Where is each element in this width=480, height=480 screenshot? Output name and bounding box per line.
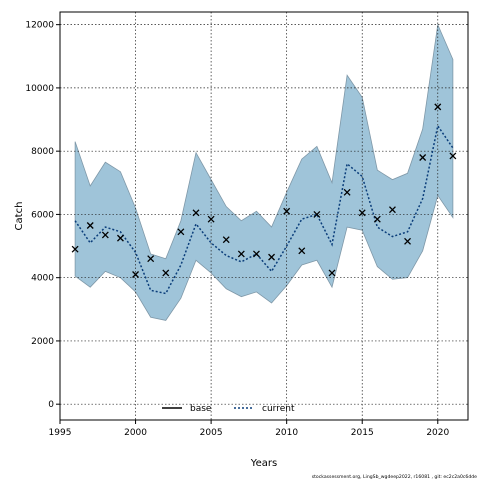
x-axis-label: Years (250, 458, 277, 469)
y-tick-label: 8000 (31, 147, 54, 157)
x-axis-ticks: 1995 2000 2005 2010 2015 2020 (49, 420, 450, 438)
observed-point-stroke (162, 269, 170, 277)
observed-point-stroke (358, 209, 366, 217)
observed-point (313, 210, 321, 218)
observed-point-stroke (373, 215, 381, 223)
observed-point (388, 206, 396, 214)
observed-point-stroke (252, 250, 260, 258)
observed-point (283, 207, 291, 215)
observed-point-stroke (222, 236, 230, 244)
observed-point (71, 245, 79, 253)
observed-point (449, 152, 457, 160)
observed-point-stroke (101, 231, 109, 239)
observed-point-stroke (237, 250, 245, 258)
observed-point (177, 228, 185, 236)
observed-point (252, 250, 260, 258)
y-axis-label: Catch (14, 202, 25, 231)
observed-point-stroke (283, 207, 291, 215)
observed-point (298, 247, 306, 255)
y-tick-label: 10000 (25, 84, 54, 94)
x-tick-label: 2010 (275, 428, 298, 438)
observed-point (101, 231, 109, 239)
observed-point (358, 209, 366, 217)
observed-point (222, 236, 230, 244)
observed-point-stroke (419, 154, 427, 161)
grid-group (60, 12, 468, 420)
observed-point-stroke (268, 253, 276, 261)
observed-point-stroke (192, 209, 200, 217)
observed-points-group (71, 103, 457, 278)
y-tick-label: 4000 (31, 274, 54, 284)
observed-point-stroke (116, 234, 124, 242)
x-tick-label: 1995 (49, 428, 72, 438)
observed-point-stroke (207, 215, 215, 223)
observed-point-stroke (71, 245, 79, 253)
footer-note: stockassessment.org, LingSb_wgdeep2022, … (312, 474, 477, 480)
legend: base current (162, 404, 295, 414)
observed-point-stroke (434, 103, 442, 111)
observed-point (147, 255, 155, 263)
observed-point-stroke (313, 210, 321, 218)
y-tick-label: 2000 (31, 337, 54, 347)
confidence-band (74, 23, 454, 321)
observed-point (434, 103, 442, 111)
legend-label-base: base (190, 404, 212, 414)
observed-point (237, 250, 245, 258)
observed-point-stroke (404, 237, 412, 245)
observed-point-stroke (328, 269, 336, 277)
observed-point-stroke (343, 188, 351, 196)
x-tick-label: 2005 (200, 428, 223, 438)
observed-point (343, 188, 351, 196)
y-tick-label: 12000 (25, 21, 54, 31)
observed-point (404, 237, 412, 245)
y-axis-ticks: 0 2000 4000 6000 8000 10000 12000 (25, 21, 60, 410)
observed-point (192, 209, 200, 217)
observed-point (328, 269, 336, 277)
x-tick-label: 2000 (124, 428, 147, 438)
observed-point (268, 253, 276, 261)
observed-point (86, 222, 94, 229)
observed-point-stroke (177, 228, 185, 236)
series-lines-group (74, 123, 454, 295)
y-tick-label: 6000 (31, 210, 54, 220)
observed-point-stroke (298, 247, 306, 255)
confidence-band-group (74, 23, 454, 321)
observed-point (373, 215, 381, 223)
legend-label-current: current (262, 404, 295, 414)
observed-point (419, 154, 427, 161)
observed-point-stroke (132, 271, 140, 278)
observed-point (162, 269, 170, 277)
plot-frame (59, 11, 469, 421)
observed-point (207, 215, 215, 223)
observed-point (116, 234, 124, 242)
observed-point-stroke (388, 206, 396, 214)
observed-point-stroke (86, 222, 94, 229)
observed-point-stroke (147, 255, 155, 263)
observed-point-stroke (449, 152, 457, 160)
observed-point (132, 271, 140, 278)
x-tick-label: 2015 (351, 428, 374, 438)
y-tick-label: 0 (48, 400, 54, 410)
x-tick-label: 2020 (426, 428, 449, 438)
series-line-current (74, 123, 454, 295)
